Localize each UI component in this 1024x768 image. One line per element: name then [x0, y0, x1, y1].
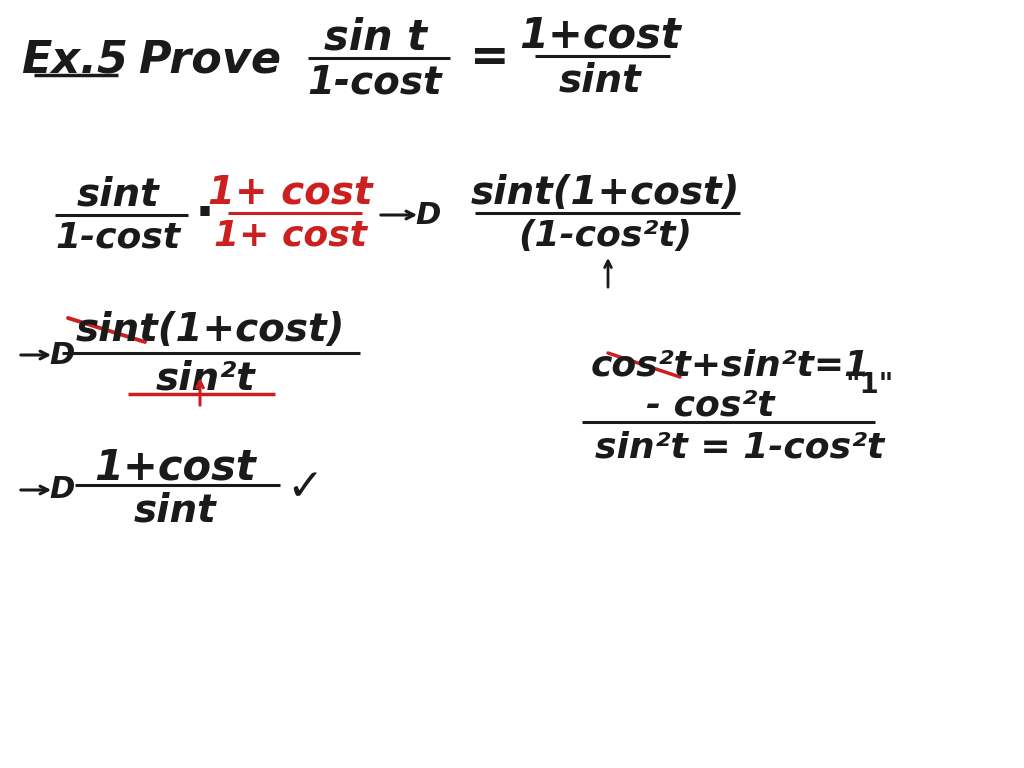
Text: sint: sint [559, 61, 641, 99]
Text: sint(1+cost): sint(1+cost) [76, 311, 345, 349]
Text: cos²t+sin²t=1: cos²t+sin²t=1 [591, 348, 869, 382]
Text: sin t: sin t [324, 17, 427, 59]
Text: sin²t = 1-cos²t: sin²t = 1-cos²t [595, 431, 885, 465]
Text: D: D [416, 200, 440, 230]
Text: 1-cost: 1-cost [307, 63, 442, 101]
Text: sint(1+cost): sint(1+cost) [470, 174, 739, 212]
Text: D: D [49, 475, 75, 505]
Text: 1+cost: 1+cost [94, 447, 256, 489]
Text: 1+ cost: 1+ cost [208, 174, 373, 212]
Text: ✓: ✓ [287, 466, 324, 509]
Text: (1-cos²t): (1-cos²t) [518, 219, 692, 253]
Text: D: D [49, 340, 75, 369]
Text: sin²t: sin²t [155, 359, 255, 397]
Text: Ex.5: Ex.5 [22, 38, 128, 81]
Text: - cos²t: - cos²t [646, 388, 774, 422]
Text: Prove: Prove [138, 38, 282, 81]
Text: 1-cost: 1-cost [55, 221, 180, 255]
Text: 1+ cost: 1+ cost [213, 219, 367, 253]
Text: sint: sint [77, 176, 160, 214]
Text: sint: sint [133, 491, 216, 529]
Text: ·: · [195, 189, 215, 241]
Text: =: = [470, 35, 510, 81]
Text: "1": "1" [846, 371, 894, 399]
Text: 1+cost: 1+cost [519, 15, 681, 57]
